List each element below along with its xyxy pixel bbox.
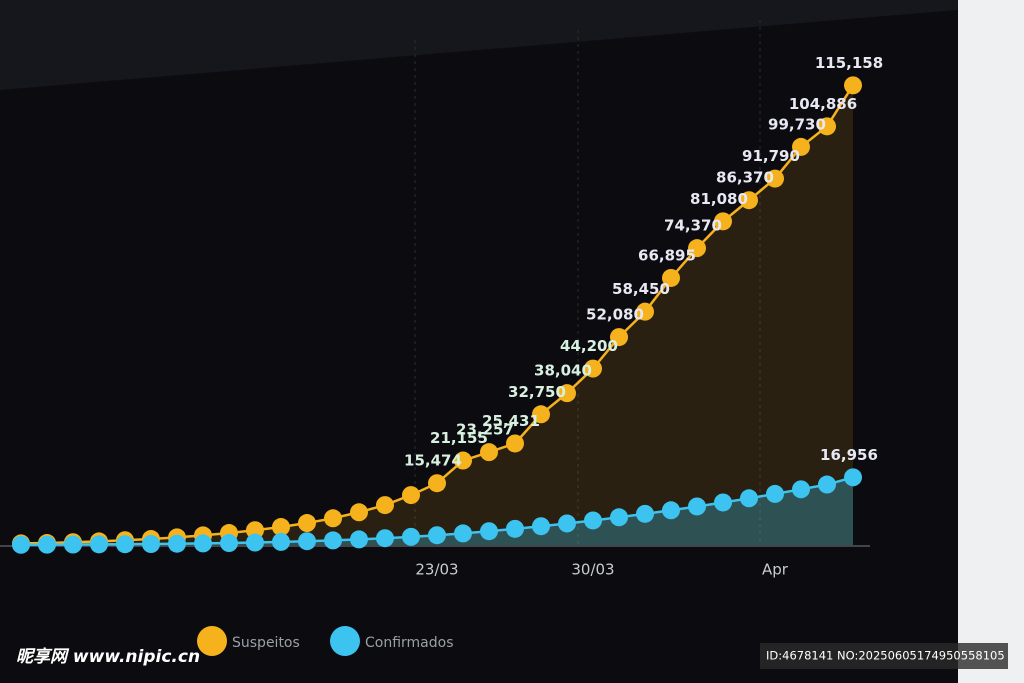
data-label: 74,370 bbox=[664, 217, 722, 235]
data-point bbox=[402, 527, 420, 546]
data-label: 81,080 bbox=[690, 190, 748, 208]
data-point bbox=[428, 526, 446, 545]
data-point bbox=[272, 532, 290, 551]
data-point bbox=[168, 534, 186, 553]
data-label: 104,886 bbox=[789, 95, 857, 113]
data-point bbox=[818, 475, 836, 494]
data-point bbox=[636, 504, 654, 523]
legend-label: Confirmados bbox=[365, 635, 454, 651]
data-point bbox=[38, 535, 56, 554]
data-point bbox=[584, 359, 602, 378]
data-label: 25,431 bbox=[482, 412, 540, 430]
data-point bbox=[142, 535, 160, 554]
data-point bbox=[324, 531, 342, 550]
data-point bbox=[532, 405, 550, 424]
data-point bbox=[610, 508, 628, 527]
data-point bbox=[558, 514, 576, 533]
data-label: 52,080 bbox=[586, 306, 644, 324]
data-point bbox=[584, 511, 602, 530]
data-label: 58,450 bbox=[612, 280, 670, 298]
data-label: 23,257 bbox=[456, 421, 514, 439]
data-point bbox=[298, 532, 316, 551]
data-point bbox=[246, 533, 264, 552]
data-point bbox=[636, 302, 654, 321]
data-point bbox=[688, 239, 706, 258]
data-point bbox=[662, 268, 680, 287]
data-point bbox=[480, 522, 498, 541]
data-point bbox=[64, 535, 82, 554]
data-point bbox=[740, 191, 758, 210]
data-point bbox=[506, 519, 524, 538]
data-point bbox=[376, 529, 394, 548]
data-point bbox=[558, 384, 576, 403]
data-point bbox=[402, 486, 420, 505]
x-tick-label: 23/03 bbox=[415, 561, 458, 579]
data-point bbox=[350, 503, 368, 522]
data-point bbox=[688, 497, 706, 516]
data-point bbox=[116, 535, 134, 554]
x-tick-label: Apr bbox=[762, 561, 789, 579]
data-label: 38,040 bbox=[534, 362, 592, 380]
data-point bbox=[12, 535, 30, 554]
data-point bbox=[506, 434, 524, 453]
data-point bbox=[766, 169, 784, 188]
watermark-box bbox=[760, 643, 1008, 669]
data-label: 115,158 bbox=[815, 54, 883, 72]
data-point bbox=[376, 496, 394, 515]
data-label: 44,200 bbox=[560, 337, 618, 355]
data-point bbox=[246, 521, 264, 540]
legend-swatch bbox=[330, 626, 360, 656]
data-label: 32,750 bbox=[508, 383, 566, 401]
screen-edge bbox=[958, 0, 1024, 683]
data-point bbox=[532, 517, 550, 536]
data-label: 91,790 bbox=[742, 147, 800, 165]
area bbox=[21, 85, 853, 546]
x-tick-label: 30/03 bbox=[571, 561, 614, 579]
data-point bbox=[454, 524, 472, 543]
data-point bbox=[740, 489, 758, 508]
data-label: 86,370 bbox=[716, 169, 774, 187]
data-point bbox=[272, 518, 290, 537]
watermark-id: ID:4678141 NO:20250605174950558105 bbox=[766, 649, 1005, 663]
data-point bbox=[324, 509, 342, 528]
data-point bbox=[766, 484, 784, 503]
legend-label: Suspeitos bbox=[232, 635, 300, 651]
data-point bbox=[662, 501, 680, 520]
watermark-site: 昵享网 www.nipic.cn bbox=[16, 647, 200, 667]
data-label: 66,895 bbox=[638, 246, 696, 264]
data-point bbox=[350, 530, 368, 549]
data-point bbox=[844, 76, 862, 95]
data-point bbox=[298, 514, 316, 533]
header-band bbox=[0, 0, 958, 90]
data-point bbox=[714, 212, 732, 231]
data-point bbox=[428, 474, 446, 493]
legend-swatch bbox=[197, 626, 227, 656]
data-point bbox=[220, 534, 238, 553]
data-point bbox=[792, 480, 810, 499]
data-point bbox=[90, 535, 108, 554]
data-label: 99,730 bbox=[768, 115, 826, 133]
data-point bbox=[610, 328, 628, 347]
data-point bbox=[194, 534, 212, 553]
data-point bbox=[714, 493, 732, 512]
area bbox=[21, 477, 853, 545]
data-point bbox=[480, 443, 498, 462]
data-point bbox=[792, 137, 810, 156]
data-label: 15,474 bbox=[404, 452, 462, 470]
data-point bbox=[844, 468, 862, 487]
data-point bbox=[454, 451, 472, 470]
data-label: 16,956 bbox=[820, 446, 878, 464]
data-label: 21,155 bbox=[430, 429, 488, 447]
data-point bbox=[818, 117, 836, 136]
